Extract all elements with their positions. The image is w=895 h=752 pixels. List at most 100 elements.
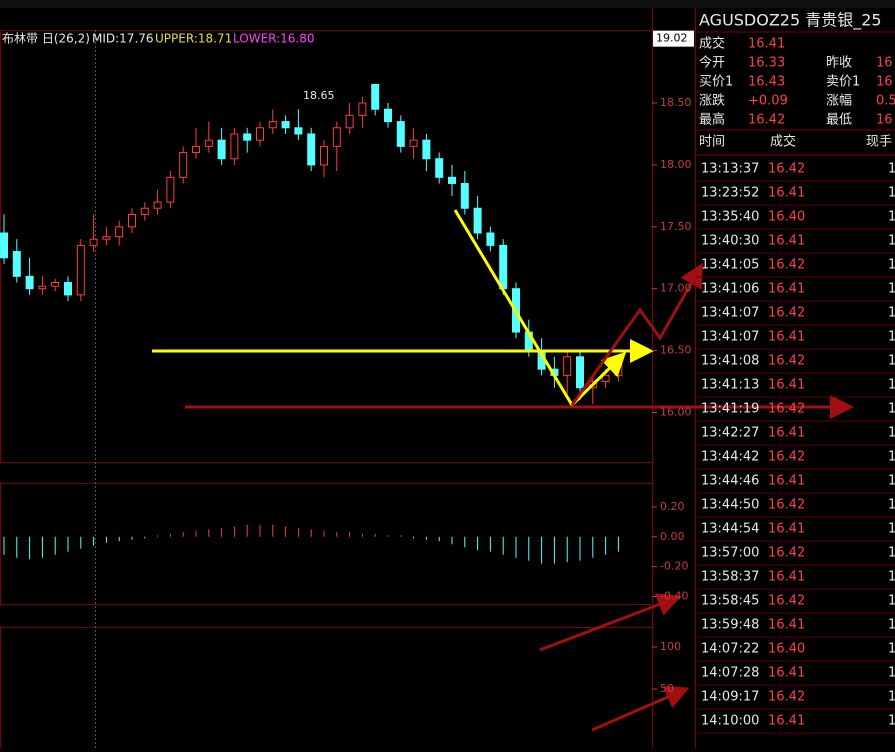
trade-volume: 1 (888, 426, 895, 441)
trade-time: 14:10:00 (701, 714, 759, 729)
trade-volume: 1 (888, 162, 895, 177)
red-arrow (591, 686, 690, 732)
top-value-box (653, 30, 694, 47)
candle-body (0, 232, 8, 259)
candle-body (307, 133, 316, 166)
candle-body (179, 152, 188, 178)
candle-body (256, 127, 264, 141)
trade-time: 13:41:07 (701, 306, 759, 321)
field-value: 16.42 (748, 113, 785, 128)
candle-body (409, 139, 418, 147)
field-value: 16.41 (748, 37, 785, 52)
candle-body (89, 238, 98, 246)
trade-time: 13:44:46 (701, 474, 759, 489)
trade-price: 16.42 (768, 354, 805, 369)
trade-time: 13:41:07 (701, 330, 759, 345)
candle-body (384, 108, 392, 123)
candle-body (166, 176, 175, 203)
candle-body (396, 121, 405, 147)
trade-volume: 1 (888, 258, 895, 273)
trade-volume: 1 (888, 450, 895, 465)
trade-volume: 1 (888, 330, 895, 345)
candle-body (51, 282, 60, 287)
candle-body (12, 251, 21, 277)
yellow-arrow (453, 209, 627, 408)
trade-time: 13:41:13 (701, 378, 759, 393)
trade-volume: 1 (888, 570, 895, 585)
trade-price: 16.42 (768, 498, 805, 513)
candle-body (563, 356, 572, 376)
trade-volume: 1 (888, 618, 895, 633)
trade-volume: 1 (888, 690, 895, 705)
trade-time: 13:41:08 (701, 354, 759, 369)
trade-price: 16.41 (768, 474, 805, 489)
column-header: 现手 (866, 135, 892, 150)
y-tick-label: 100 (660, 640, 681, 653)
candle-body (192, 145, 200, 154)
field-label: 最低 (826, 113, 852, 128)
top-bar (0, 0, 895, 8)
trade-price: 16.41 (768, 426, 805, 441)
candle-body (435, 158, 444, 178)
trade-price: 16.42 (768, 402, 805, 417)
candle-body (76, 244, 85, 296)
field-label: 涨跌 (699, 93, 725, 109)
candle-body (294, 127, 303, 135)
candle-body (217, 139, 226, 160)
column-header: 时间 (699, 135, 725, 150)
trade-price: 16.41 (768, 522, 805, 537)
trade-price: 16.41 (768, 282, 805, 297)
field-label: 昨收 (826, 56, 852, 71)
trade-volume: 1 (888, 234, 895, 249)
field-value: 16 (876, 56, 893, 71)
trade-time: 14:07:28 (701, 666, 759, 681)
quote-panel: AGUSDOZ25 青贵银_25 成交 16.41 今开 16.33 昨收 16 买价1 16… (696, 11, 895, 734)
trade-price: 16.42 (768, 258, 805, 273)
candle-body (140, 207, 149, 215)
candle-body (268, 121, 277, 129)
candle-body (460, 182, 469, 209)
lower-label: LOWER:16.80 (233, 32, 315, 46)
field-value: 0.5 (876, 94, 895, 109)
trade-time: 14:09:17 (701, 690, 759, 705)
high-annotation: 18.65 (303, 89, 335, 102)
trade-price: 16.41 (768, 330, 805, 345)
y-tick-label: 16.50 (660, 344, 692, 357)
field-value: 16.43 (748, 75, 785, 90)
trade-volume: 1 (888, 522, 895, 537)
column-header: 成交 (770, 134, 796, 150)
trade-time: 13:44:54 (701, 522, 759, 537)
y-tick-label: -0.40 (660, 590, 688, 603)
trade-volume: 1 (888, 210, 895, 225)
y-tick-label: 17.50 (660, 220, 692, 233)
trade-time: 13:41:06 (701, 282, 759, 297)
candle-body (204, 139, 213, 147)
candle-body (64, 282, 72, 296)
candle-body (345, 114, 354, 129)
trade-time: 13:44:42 (701, 450, 759, 465)
field-value: 16 (876, 75, 893, 90)
trade-volume: 1 (888, 378, 895, 393)
red-arrow (570, 262, 703, 406)
trade-time: 13:40:30 (701, 234, 759, 249)
y-tick-label: 50 (660, 682, 674, 695)
red-arrow (539, 593, 682, 652)
y-tick-label: 18.00 (660, 158, 692, 171)
trade-price: 16.41 (768, 186, 805, 201)
candle-body (499, 244, 508, 290)
candles (0, 83, 623, 404)
candle-body (243, 133, 252, 141)
field-label: 成交 (699, 36, 725, 52)
candle-body (153, 201, 162, 209)
candle-body (230, 133, 239, 160)
trade-volume: 1 (888, 282, 895, 297)
field-label: 买价1 (699, 75, 733, 90)
candle-body (128, 213, 136, 228)
candle-body (38, 285, 47, 290)
trade-volume: 1 (888, 354, 895, 369)
y-tick-label: 0.00 (660, 530, 685, 543)
trade-volume: 1 (888, 666, 895, 681)
trade-volume: 1 (888, 594, 895, 609)
